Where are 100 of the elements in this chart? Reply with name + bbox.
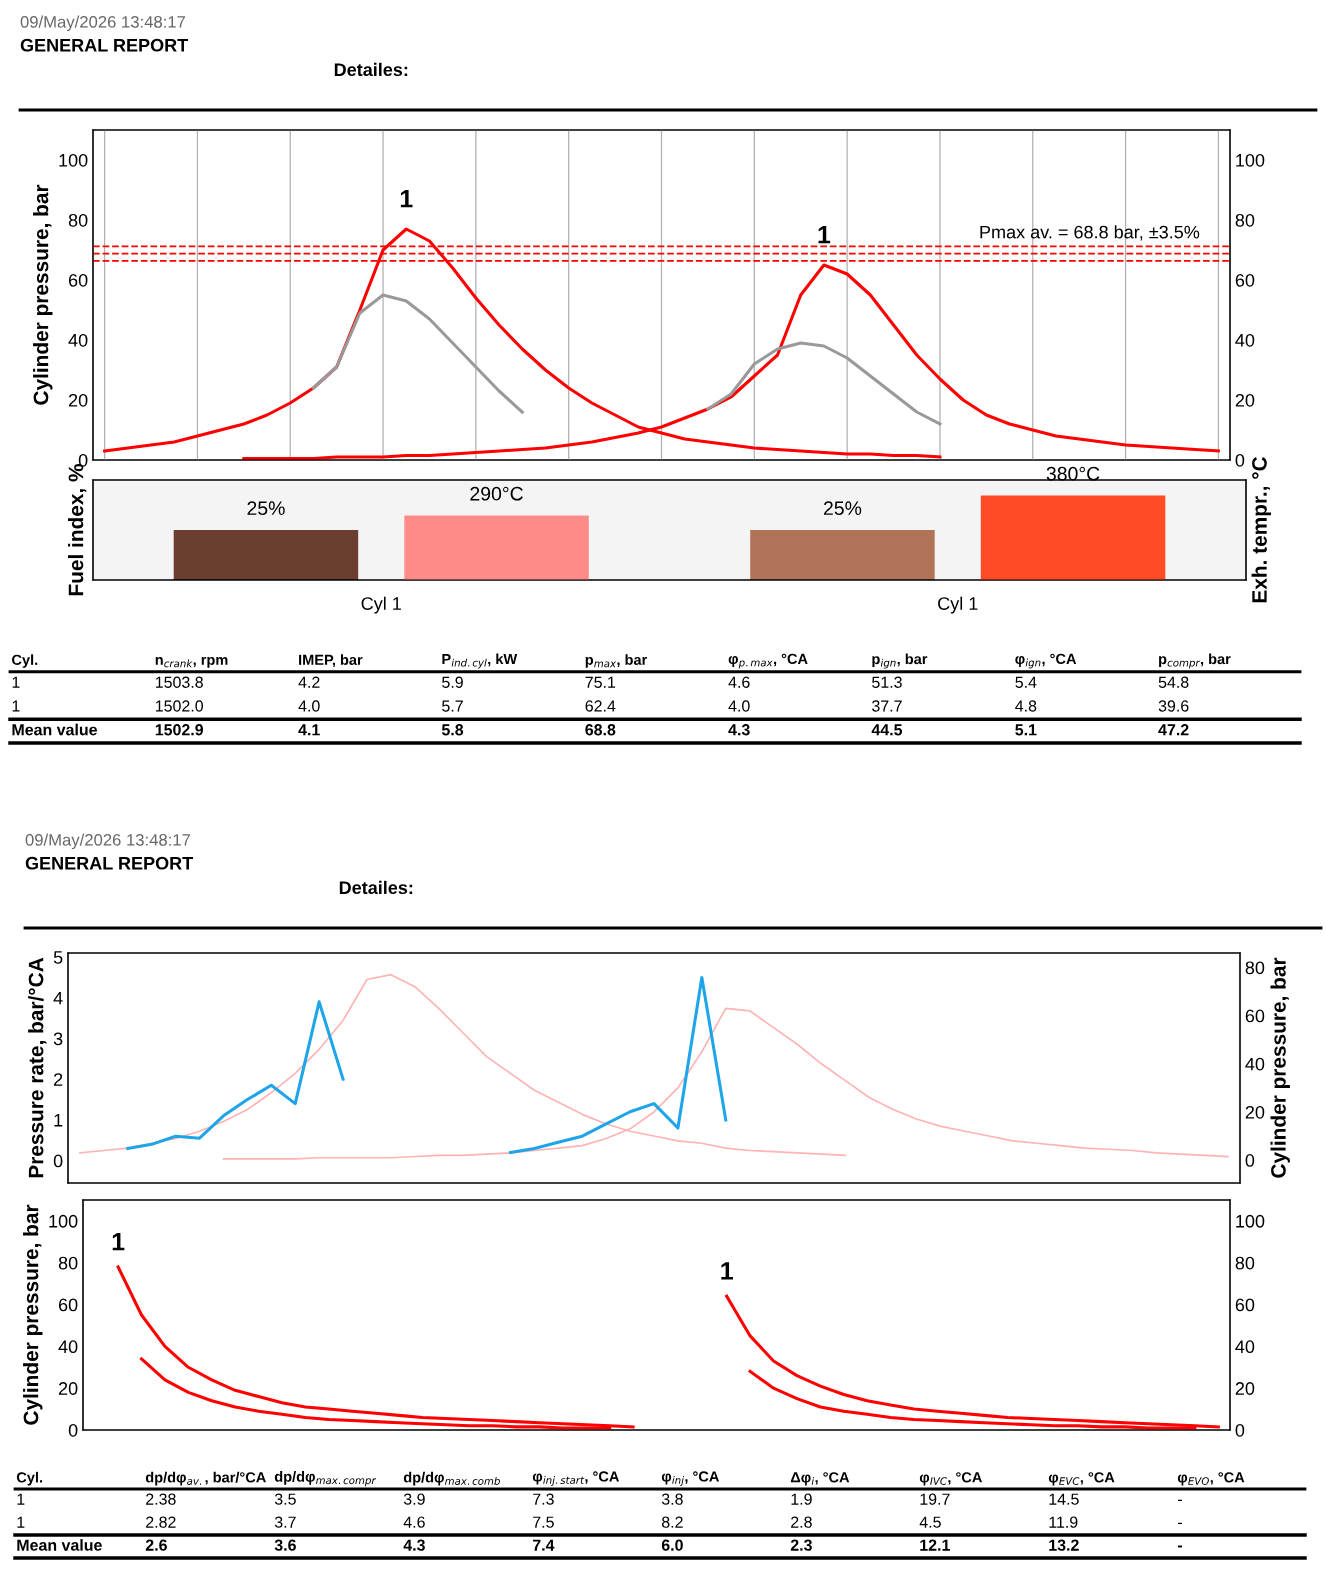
text: 4.3 (403, 1539, 425, 1551)
category-label: φ$_{EVC}$, °CA (1048, 1472, 1115, 1486)
text: 1 (17, 1493, 25, 1505)
y2-axis-title: Exh. tempr., °C (1251, 456, 1271, 603)
y-tick-label: 0 (68, 1423, 78, 1437)
text: 3.9 (403, 1493, 425, 1505)
y-tick-label: 80 (58, 1256, 78, 1270)
x-tick-label: Cyl 1 (361, 596, 401, 614)
text: 4.5 (919, 1516, 941, 1528)
y2-tick-label: 20 (1235, 393, 1255, 407)
text: GENERAL REPORT (20, 38, 189, 52)
y-tick-label: 40 (58, 1340, 78, 1354)
text: Mean value (17, 1539, 102, 1551)
annotation: 1 (112, 1233, 125, 1251)
text: - (1177, 1545, 1182, 1548)
annotation: 1 (400, 190, 413, 208)
y-tick-label: 40 (68, 333, 88, 347)
y-tick-label: 3 (53, 1032, 63, 1046)
text: 4.0 (298, 700, 320, 712)
text: 4.1 (298, 724, 320, 736)
category-label: Cyl. (16, 1471, 43, 1486)
text: 3.8 (661, 1493, 683, 1505)
text: 6.0 (661, 1539, 683, 1551)
y2-tick-label: 80 (1245, 961, 1265, 975)
text: 1502.0 (155, 700, 203, 712)
text: 2.8 (791, 1516, 812, 1528)
text: 5.8 (441, 724, 464, 736)
category-label: φ$_{EVO}$, °CA (1177, 1472, 1245, 1486)
y-tick-label: 1 (54, 1114, 63, 1127)
text: 2.3 (790, 1539, 812, 1551)
text: 5.4 (1015, 676, 1037, 688)
category-label: dp/dφ$_{max.comb}$ (403, 1471, 500, 1486)
category-label: φ$_{IVC}$, °CA (919, 1472, 982, 1486)
ref-line-label: Pmax av. = 68.8 bar, ±3.5% (980, 225, 1200, 241)
text: 7.4 (532, 1539, 555, 1551)
text: 75.1 (585, 676, 616, 688)
y-tick-label: 0 (53, 1154, 63, 1168)
category-label: P$_{ind.cyl}$, kW (442, 653, 518, 669)
y2-tick-label: 60 (1235, 1298, 1255, 1312)
y2-tick-label: 40 (1245, 1057, 1265, 1071)
y-axis-title: Cylinder pressure, bar (33, 184, 53, 405)
text: 8.2 (661, 1516, 683, 1528)
data-label: 25% (823, 501, 862, 516)
text: 54.8 (1158, 676, 1189, 688)
data-label: 380°C (1046, 466, 1100, 481)
text: 5.9 (442, 676, 463, 688)
category-label: φ$_{inj}$, °CA (661, 1471, 720, 1486)
text: 2.6 (145, 1539, 167, 1551)
text: - (1178, 1499, 1182, 1502)
annotation: 1 (818, 226, 831, 244)
category-label: Δφ$_{i}$, °CA (790, 1472, 850, 1486)
text: 2.38 (146, 1493, 176, 1505)
text: GENERAL REPORT (25, 856, 194, 870)
text: 09/May/2026 13:48:17 (25, 833, 191, 850)
text: 4.8 (1015, 700, 1037, 712)
y-tick-label: 20 (68, 393, 88, 407)
text: 7.3 (533, 1493, 554, 1505)
category-label: p$_{ign}$, bar (872, 653, 928, 669)
text: Detailes: (339, 880, 413, 895)
x-tick-label: Cyl 1 (938, 596, 978, 614)
text: 14.5 (1049, 1493, 1079, 1505)
text: 5.7 (442, 700, 463, 712)
y2-tick-label: 0 (1235, 453, 1245, 467)
y-tick-label: 2 (54, 1073, 63, 1086)
text: 51.3 (872, 676, 902, 688)
y-tick-label: 100 (59, 153, 88, 167)
y-axis-title: Pressure rate, bar/°CA (28, 957, 47, 1178)
category-label: φ$_{inj.start}$, °CA (532, 1471, 620, 1486)
y-axis-title: Cylinder pressure, bar (23, 1204, 43, 1425)
text: 1503.8 (155, 676, 203, 688)
text: 1.9 (791, 1493, 812, 1505)
text: 3.7 (274, 1516, 296, 1528)
text: 37.7 (872, 700, 902, 712)
category-label: φ$_{ign}$, °CA (1015, 653, 1077, 669)
y2-tick-label: 40 (1235, 1340, 1255, 1354)
category-label: φ$_{p.max}$, °CA (728, 653, 808, 669)
text: 4.3 (728, 724, 750, 736)
y-tick-label: 80 (68, 213, 88, 227)
annotation: 1 (721, 1262, 733, 1280)
data-label: 25% (247, 501, 285, 516)
text: 7.5 (533, 1516, 554, 1528)
y-tick-label: 5 (53, 951, 63, 964)
y2-tick-label: 40 (1235, 333, 1255, 347)
category-label: IMEP, bar (299, 654, 363, 668)
y2-tick-label: 0 (1235, 1423, 1245, 1437)
text: 3.6 (274, 1539, 296, 1551)
text: 62.4 (585, 700, 616, 712)
y-tick-label: 4 (53, 991, 63, 1005)
y2-tick-label: 100 (1236, 1214, 1265, 1228)
text: 1 (12, 700, 20, 712)
y2-tick-label: 0 (1245, 1154, 1255, 1167)
text: 09/May/2026 13:48:17 (20, 15, 186, 32)
y2-tick-label: 80 (1235, 213, 1255, 227)
text: 4.0 (728, 700, 750, 712)
category-label: n$_{crank}$, rpm (155, 656, 228, 668)
y2-axis-title: Cylinder pressure, bar (1270, 957, 1290, 1178)
text: Mean value (12, 723, 97, 736)
text: 44.5 (871, 724, 903, 736)
text: - (1178, 1522, 1182, 1525)
y-tick-label: 60 (68, 273, 88, 287)
